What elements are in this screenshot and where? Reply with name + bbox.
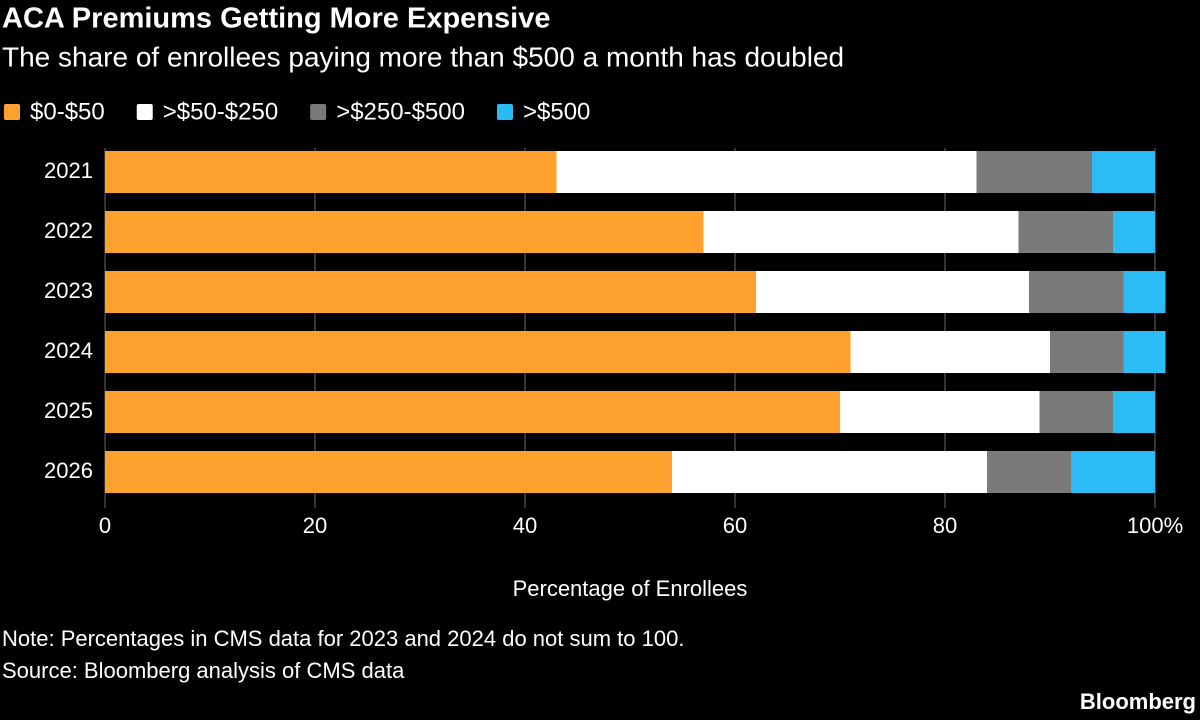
bar-segment bbox=[1113, 391, 1155, 433]
x-tick-label: 20 bbox=[303, 513, 327, 538]
brand: Bloomberg bbox=[1080, 689, 1196, 714]
x-tick-label: 40 bbox=[513, 513, 537, 538]
y-tick-label: 2026 bbox=[44, 458, 93, 483]
bar-segment bbox=[1113, 211, 1155, 253]
bar-segment bbox=[1123, 331, 1166, 373]
bar-segment bbox=[672, 451, 987, 493]
legend-label: $0-$50 bbox=[30, 98, 105, 125]
legend-swatch bbox=[136, 104, 153, 120]
y-tick-label: 2024 bbox=[44, 338, 93, 363]
legend-swatch bbox=[4, 104, 20, 120]
legend-swatch bbox=[310, 104, 327, 120]
bar-segment bbox=[976, 151, 1092, 193]
x-axis-label: Percentage of Enrollees bbox=[513, 576, 748, 601]
bar-segment bbox=[840, 391, 1040, 433]
bar-segment bbox=[1029, 271, 1124, 313]
legend-label: >$50-$250 bbox=[163, 98, 278, 125]
bar-segment bbox=[1092, 151, 1155, 193]
bar-segment bbox=[105, 391, 840, 433]
legend-swatch bbox=[496, 104, 513, 120]
source: Source: Bloomberg analysis of CMS data bbox=[2, 658, 405, 683]
y-tick-label: 2022 bbox=[44, 218, 93, 243]
chart-subtitle: The share of enrollees paying more than … bbox=[2, 41, 844, 72]
bar-segment bbox=[850, 331, 1050, 373]
bar-segment bbox=[1039, 391, 1113, 433]
bar-segment bbox=[556, 151, 977, 193]
x-tick-label: 60 bbox=[723, 513, 747, 538]
legend-label: >$250-$500 bbox=[336, 98, 465, 125]
bar-segment bbox=[1123, 271, 1166, 313]
y-tick-label: 2025 bbox=[44, 398, 93, 423]
x-tick-label: 80 bbox=[933, 513, 957, 538]
bar-segment bbox=[703, 211, 1019, 253]
bar-segment bbox=[1071, 451, 1155, 493]
chart-title: ACA Premiums Getting More Expensive bbox=[2, 3, 550, 35]
bar-segment bbox=[756, 271, 1029, 313]
bar-segment bbox=[1018, 211, 1113, 253]
bar-segment bbox=[105, 331, 851, 373]
legend-label: >$500 bbox=[523, 98, 590, 125]
x-tick-label: 0 bbox=[99, 513, 111, 538]
x-tick-label: 100% bbox=[1127, 513, 1183, 538]
y-tick-label: 2023 bbox=[44, 278, 93, 303]
note: Note: Percentages in CMS data for 2023 a… bbox=[2, 626, 684, 651]
bar-segment bbox=[1050, 331, 1124, 373]
bar-segment bbox=[105, 271, 756, 313]
bar-segment bbox=[105, 151, 557, 193]
bar-segment bbox=[105, 211, 704, 253]
bar-segment bbox=[105, 451, 672, 493]
bar-segment bbox=[987, 451, 1071, 493]
y-tick-label: 2021 bbox=[44, 158, 93, 183]
